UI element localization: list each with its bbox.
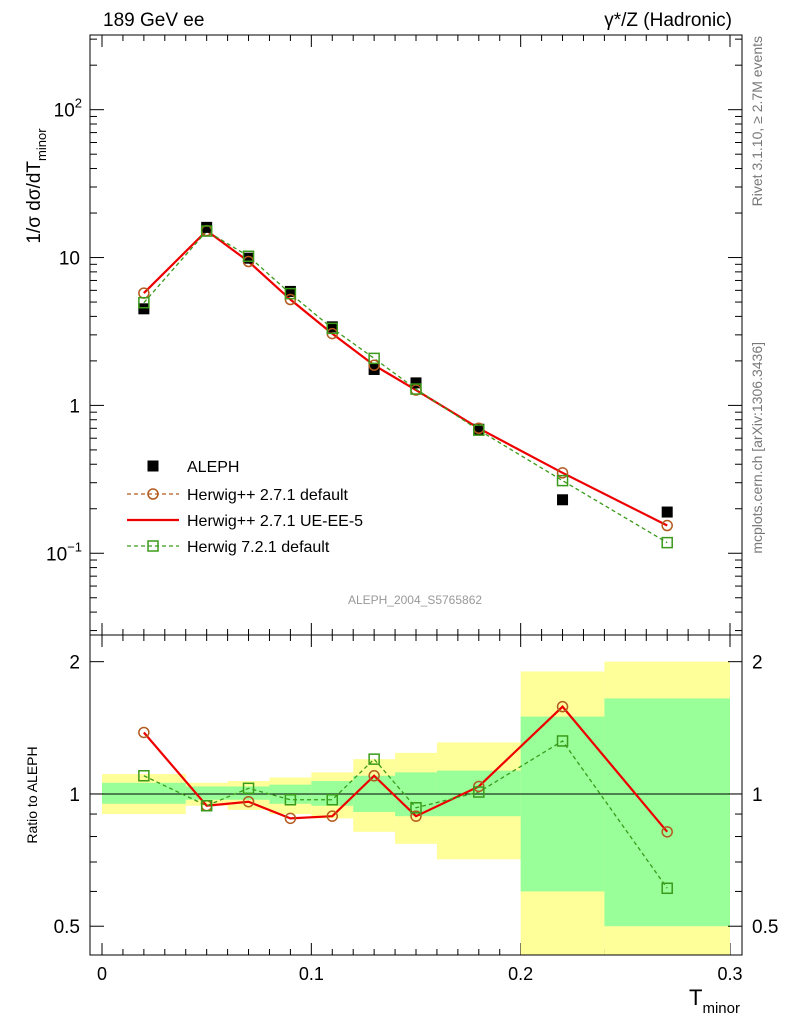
- ratio-point-herwig-7-2-1-default: [326, 794, 339, 806]
- mcplots-label: mcplots.cern.ch [arXiv:1306.3436]: [749, 342, 765, 554]
- data-point-aleph: [473, 423, 485, 435]
- header-left: 189 GeV ee: [103, 10, 204, 31]
- data-point-herwig-7-2-1-default: [556, 474, 569, 487]
- main-y-tick-label: 10−1: [46, 539, 82, 565]
- legend-label-herwig-2-7-1-default: Herwig++ 2.7.1 default: [187, 487, 349, 504]
- main-y-axis-title: 1/σ dσ/dTminor: [24, 128, 49, 244]
- data-point-aleph: [410, 377, 422, 389]
- ratio-point-herwig-7-2-1-default: [661, 882, 673, 895]
- ratio-y-tick-label: 0.5: [54, 917, 80, 938]
- data-point-aleph: [661, 506, 673, 518]
- x-tick-label: 0: [97, 964, 107, 984]
- ratio-point-herwig-2-7-1-ue-ee-5: [138, 726, 150, 739]
- ratio-line-herwig-2-7-1-ue-ee-5: [143, 705, 669, 833]
- ratio-y-tick-label-right: 2: [752, 653, 763, 674]
- ratio-band-inner: [436, 770, 521, 817]
- data-point-aleph: [557, 494, 569, 506]
- data-point-herwig-7-2-1-default: [326, 322, 339, 335]
- data-point-herwig-2-7-1-default: [368, 359, 380, 371]
- legend-label-herwig-7-2-1-default: Herwig 7.2.1 default: [187, 539, 330, 556]
- data-point-herwig-2-7-1-default: [138, 287, 150, 299]
- data-point-aleph: [138, 303, 150, 315]
- legend: ALEPH Herwig++ 2.7.1 default Herwig++ 2.7.…: [127, 459, 363, 556]
- ratio-point-herwig-7-2-1-default: [473, 786, 485, 798]
- ratio-line-herwig-7-2-1-default: [143, 740, 668, 889]
- data-point-herwig-7-2-1-default: [410, 383, 422, 395]
- ratio-point-herwig-7-2-1-default: [410, 802, 422, 814]
- data-point-aleph: [326, 321, 338, 333]
- legend-label-herwig-2-7-1-ue-ee-5: Herwig++ 2.7.1 UE-EE-5: [187, 513, 363, 530]
- ratio-plot-content: 0 0.1 0.2 0.3 0.5 0.5 1 1 2 2: [54, 635, 778, 984]
- data-point-aleph: [284, 285, 296, 297]
- ratio-point-herwig-2-7-1-ue-ee-5: [326, 810, 339, 822]
- ratio-point-herwig-2-7-1-ue-ee-5: [200, 800, 213, 812]
- ratio-y-tick-label-right: 0.5: [752, 917, 778, 938]
- series-line-herwig-7-2-1-default: [143, 230, 668, 544]
- data-point-herwig-7-2-1-default: [284, 287, 297, 300]
- x-axis-label: Tminor: [689, 985, 740, 1017]
- ratio-point-herwig-7-2-1-default: [556, 735, 569, 747]
- main-y-tick-label: 10: [59, 249, 80, 270]
- ratio-point-herwig-2-7-1-ue-ee-5: [410, 810, 422, 822]
- data-point-herwig-7-2-1-default: [473, 424, 485, 436]
- legend-marker-herwig-2-7-1-default: [147, 488, 159, 500]
- main-y-axis-label: 1/σ dσ/dTminor: [24, 128, 49, 244]
- rivet-label: Rivet 3.1.10, ≥ 2.7M events: [749, 36, 765, 206]
- ratio-point-herwig-2-7-1-ue-ee-5: [556, 700, 569, 713]
- data-point-herwig-7-2-1-default: [138, 296, 150, 309]
- data-point-herwig-2-7-1-default: [284, 293, 297, 306]
- legend-marker-aleph: [147, 460, 159, 472]
- main-y-tick-label: 1: [69, 396, 80, 417]
- ratio-point-herwig-7-2-1-default: [138, 770, 150, 782]
- ratio-band-inner: [102, 782, 186, 804]
- ratio-point-herwig-7-2-1-default: [242, 782, 255, 795]
- ratio-band-inner: [604, 698, 730, 927]
- ratio-panel: 0 0.1 0.2 0.3 0.5 0.5 1 1 2 2 Ratio to ALEPH Tmin…: [24, 634, 778, 1017]
- ratio-y-tick-label: 2: [69, 653, 80, 674]
- analysis-label: ALEPH_2004_S5765862: [348, 593, 482, 607]
- x-tick-label: 0.3: [717, 964, 742, 984]
- ratio-y-tick-label: 1: [69, 785, 80, 806]
- ratio-y-axis-label: Ratio to ALEPH: [24, 746, 40, 843]
- ratio-y-tick-label-right: 1: [752, 785, 763, 806]
- ratio-point-herwig-7-2-1-default: [284, 794, 297, 806]
- data-point-herwig-2-7-1-default: [556, 467, 569, 479]
- ratio-point-herwig-2-7-1-ue-ee-5: [242, 795, 255, 808]
- ratio-point-herwig-7-2-1-default: [200, 800, 213, 812]
- main-y-tick-label: 102: [54, 96, 82, 122]
- ratio-band-inner: [185, 786, 228, 800]
- data-point-herwig-7-2-1-default: [242, 250, 255, 263]
- data-point-herwig-2-7-1-default: [200, 224, 213, 237]
- data-point-herwig-2-7-1-default: [661, 519, 673, 532]
- header-right: γ*/Z (Hadronic): [604, 10, 732, 31]
- series-line-herwig-2-7-1-default: [143, 229, 668, 527]
- data-point-herwig-7-2-1-default: [368, 352, 380, 365]
- x-tick-label: 0.2: [508, 964, 533, 984]
- legend-marker-herwig-7-2-1-default: [147, 540, 159, 552]
- ratio-frame: [89, 634, 743, 956]
- data-point-herwig-7-2-1-default: [200, 225, 213, 237]
- ratio-point-herwig-7-2-1-default: [368, 753, 380, 765]
- ratio-point-herwig-2-7-1-ue-ee-5: [284, 812, 297, 825]
- data-point-herwig-7-2-1-default: [661, 536, 673, 549]
- legend-label-aleph: ALEPH: [187, 459, 239, 476]
- ratio-point-herwig-2-7-1-ue-ee-5: [661, 826, 673, 838]
- data-point-aleph: [243, 252, 255, 264]
- ratio-point-herwig-2-7-1-ue-ee-5: [368, 770, 380, 782]
- x-tick-label: 0.1: [299, 964, 324, 984]
- main-panel: 102 10 1 10−1 ALEPH Herwig++ 2.7.1 default He…: [24, 34, 743, 636]
- main-plot-content: 102 10 1 10−1: [46, 35, 742, 635]
- series-line-herwig-2-7-1-ue-ee-5: [143, 229, 668, 527]
- data-point-aleph: [201, 221, 213, 233]
